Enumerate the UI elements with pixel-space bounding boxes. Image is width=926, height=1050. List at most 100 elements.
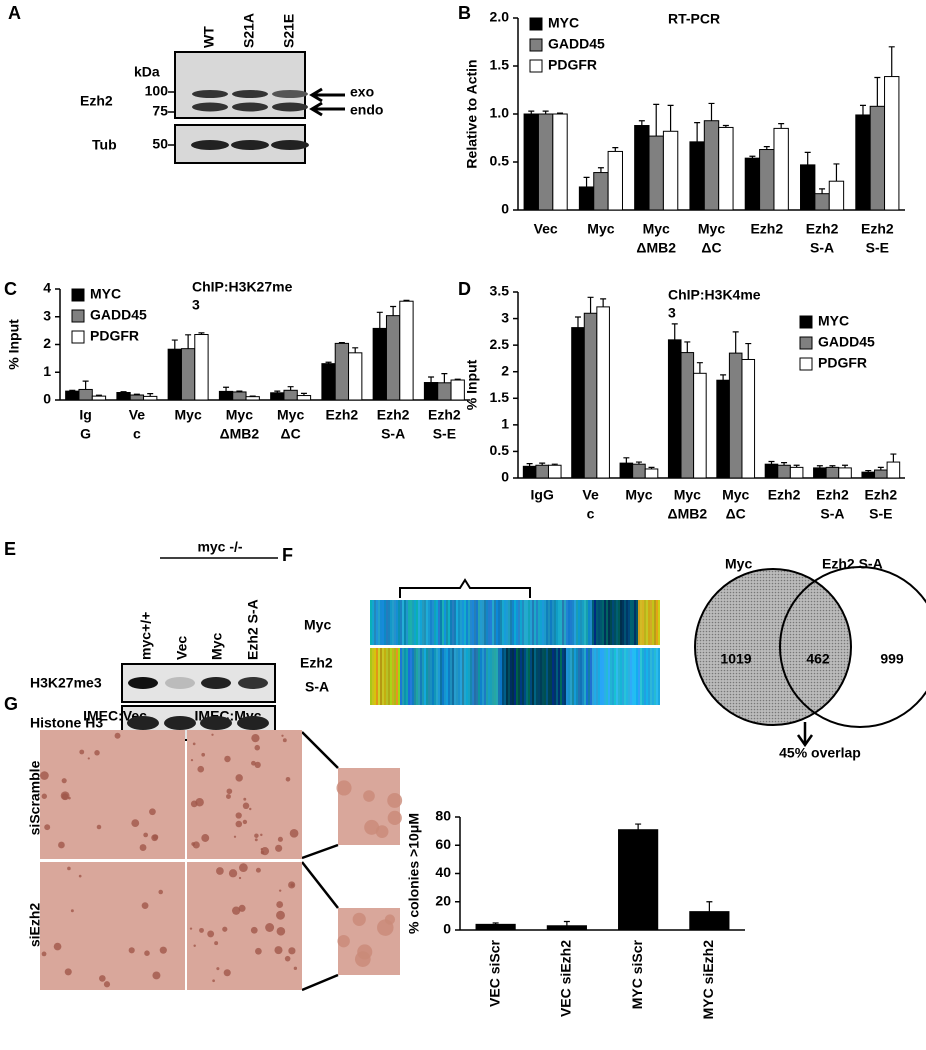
x-tick-label: MYC siEzh2 [700,940,716,1020]
micrograph [40,862,185,990]
chart-title: 3 [192,297,200,313]
x-tick-label: VEC siEzh2 [558,940,574,1017]
heat-cell [520,600,522,645]
bar [348,352,363,401]
heat-cell [438,648,440,705]
heat-cell [474,600,476,645]
y-tick-label: 2 [501,362,509,378]
colony [214,941,219,946]
heat-cell [564,600,566,645]
heat-cell [466,648,468,705]
colony [128,947,135,954]
colony [274,946,283,955]
bar [65,390,80,401]
heat-cell [380,600,382,645]
colony [363,790,375,802]
y-tick-label: 0.5 [490,153,510,169]
heat-cell [528,600,530,645]
heat-cell [436,648,438,705]
bar [194,334,209,401]
error-bar [667,104,674,132]
blot-band [232,90,268,98]
heat-cell [386,600,388,645]
heat-cell [508,648,510,705]
heat-cell [630,600,632,645]
heat-cell [468,600,470,645]
heat-cell [588,648,590,705]
heat-cell [568,648,570,705]
heat-cell [600,600,602,645]
heat-cell [640,648,642,705]
x-tick-label: ΔC [701,240,721,256]
heat-cell [634,648,636,705]
colony [87,757,90,760]
error-bar [732,331,739,354]
colony [260,850,265,855]
colony [238,876,242,880]
heat-cell [516,600,518,645]
heat-cell [408,648,410,705]
colony [44,824,51,831]
bar [78,388,93,401]
heat-cell [448,600,450,645]
heat-cell [556,600,558,645]
x-tick-label: S-E [433,426,456,442]
legend-swatch [529,38,543,52]
bar [283,389,298,401]
y-tick-label: 2.5 [490,336,510,352]
error-bar [82,380,89,390]
colony [216,867,224,875]
bar [814,193,830,211]
heat-cell [560,600,562,645]
heat-cell [640,600,642,645]
colony [94,750,100,756]
heat-cell [418,600,420,645]
heat-cell [456,600,458,645]
heat-cell [408,600,410,645]
error-bar [819,188,826,194]
heat-cell [620,648,622,705]
colony [61,793,69,800]
colony [288,881,296,889]
heat-cell [618,600,620,645]
lane-label: S21E [281,14,297,48]
heat-cell [592,600,594,645]
chart-title: RT-PCR [668,11,720,27]
heat-cell [382,600,384,645]
heat-cell [566,648,568,705]
colony [131,819,140,828]
heat-cell [412,648,414,705]
heat-cell [602,600,604,645]
heat-cell [450,600,452,645]
heat-cell [422,648,424,705]
heat-cell [492,600,494,645]
heat-cell [514,600,516,645]
heat-cell [498,648,500,705]
heat-cell [630,648,632,705]
row-label: siScramble [27,760,43,835]
y-tick-label: 1 [501,416,509,432]
bar [232,391,247,401]
error-bar [671,323,678,340]
heat-cell [614,648,616,705]
heat-cell [554,648,556,705]
y-tick-label: 0 [501,201,509,217]
colony [207,930,215,938]
colony [275,844,283,852]
colony [285,776,291,782]
heat-cell [548,648,550,705]
heat-cell [424,600,426,645]
heat-cell [642,648,644,705]
bar [632,463,646,479]
y-tick-label: 80 [435,808,451,824]
heat-cell [376,600,378,645]
heat-cell [432,648,434,705]
bar [789,466,804,479]
blot-band [237,716,269,730]
heat-cell [498,600,500,645]
bar [800,164,816,211]
heat-cell [482,648,484,705]
error-bar [706,901,713,912]
legend-label: PDGFR [818,355,867,371]
colony [212,979,215,983]
